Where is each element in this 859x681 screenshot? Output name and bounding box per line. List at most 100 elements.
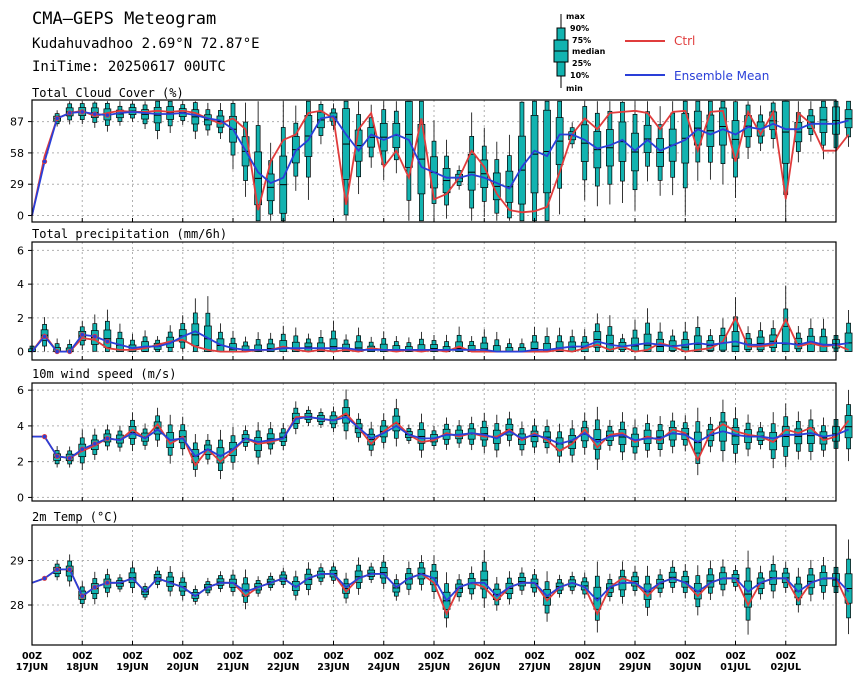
- x-tick-label-time: 00Z: [625, 651, 645, 662]
- x-tick-label-time: 00Z: [273, 651, 293, 662]
- y-tick-label: 29: [10, 555, 24, 568]
- mean-point: [92, 333, 98, 339]
- ensemble-box: [430, 335, 438, 352]
- legend-max-label: max: [566, 12, 586, 21]
- ensemble-box: [480, 412, 489, 454]
- box-inner: [781, 326, 790, 352]
- ensemble-box: [656, 416, 664, 457]
- ensemble-box: [505, 338, 514, 352]
- ensemble-box: [744, 101, 752, 159]
- y-tick-label: 2: [17, 456, 24, 469]
- ensemble-box: [178, 315, 187, 352]
- box-inner: [555, 341, 564, 352]
- legend-p75-label: 75%: [572, 36, 591, 45]
- box-inner: [317, 342, 325, 352]
- ensemble-box: [530, 418, 539, 453]
- ensemble-box: [555, 100, 564, 215]
- ensemble-box: [405, 100, 413, 221]
- legend-median-label: median: [572, 47, 606, 56]
- panel-title-cloud: Total Cloud Cover (%): [32, 86, 184, 100]
- x-tick-label-date: 25JUN: [418, 662, 450, 673]
- x-tick-label-date: 17JUN: [16, 662, 48, 673]
- ensemble-box: [279, 101, 288, 222]
- mean-point: [79, 446, 85, 452]
- ensemble-box: [844, 310, 853, 352]
- mean-point: [79, 332, 85, 338]
- mean-point: [54, 115, 60, 121]
- y-tick-label: 58: [10, 147, 24, 160]
- legend-p25-label: 25%: [572, 59, 591, 68]
- ensemble-box: [354, 327, 363, 352]
- y-tick-label: 0: [17, 491, 24, 504]
- x-tick-label-date: 22JUN: [267, 662, 299, 673]
- legend: max 90% 75% median 25% 10% min Ctrl Ense…: [553, 12, 769, 93]
- ensemble-box: [128, 561, 137, 594]
- x-axis: 00Z17JUN00Z18JUN00Z19JUN00Z20JUN00Z21JUN…: [16, 651, 801, 673]
- ensemble-box: [480, 329, 489, 352]
- ensemble-box: [706, 100, 715, 180]
- ensemble-box: [467, 112, 476, 221]
- mean-point: [79, 109, 85, 115]
- ensemble-box: [807, 318, 815, 352]
- ensemble-box: [631, 565, 639, 596]
- x-tick-label-time: 00Z: [575, 651, 595, 662]
- ensemble-box: [266, 421, 275, 455]
- ensemble-box: [769, 320, 778, 352]
- box-inner: [254, 344, 262, 352]
- ctrl-line: [31, 109, 850, 216]
- ensemble-box: [543, 419, 551, 454]
- x-tick-label-time: 00Z: [524, 651, 544, 662]
- chart-title: CMA–GEPS Meteogram: [32, 9, 216, 29]
- box-inner: [291, 341, 300, 352]
- ensemble-box: [216, 571, 225, 593]
- box-inner: [844, 332, 853, 352]
- ensemble-box: [769, 555, 778, 599]
- ensemble-mean-line: [31, 110, 849, 216]
- ensemble-box: [153, 100, 162, 140]
- box-inner: [329, 338, 338, 352]
- x-tick-label-time: 00Z: [122, 651, 142, 662]
- ensemble-box: [329, 320, 338, 352]
- ensemble-box: [216, 323, 225, 352]
- ensemble-box: [656, 322, 664, 352]
- x-tick-label-time: 00Z: [776, 651, 796, 662]
- mean-point: [104, 112, 110, 118]
- ensemble-box: [518, 101, 526, 222]
- ensemble-box: [618, 333, 627, 352]
- ensemble-box: [103, 309, 112, 352]
- x-tick-label-time: 00Z: [223, 651, 243, 662]
- y-tick-label: 4: [17, 278, 24, 291]
- ensemble-mean-line: [31, 568, 850, 603]
- ensemble-box: [606, 315, 614, 352]
- panel-cloud: 0 29 58 87: [10, 99, 853, 223]
- ensemble-box: [543, 327, 551, 352]
- ensemble-box: [807, 559, 815, 602]
- location-label: Kudahuvadhoo 2.69°N 72.87°E: [32, 36, 260, 52]
- ensemble-box: [631, 101, 639, 211]
- x-tick-label-time: 00Z: [323, 651, 343, 662]
- x-tick-label-date: 02JUL: [770, 662, 801, 673]
- legend-mean-label: Ensemble Mean: [674, 69, 769, 83]
- ensemble-box: [116, 323, 124, 352]
- ensemble-box: [618, 101, 627, 203]
- ensemble-box: [693, 100, 702, 181]
- box-inner: [266, 343, 275, 352]
- x-tick-label-date: 29JUN: [619, 662, 651, 673]
- ensemble-box: [442, 139, 451, 219]
- panel-title-wind: 10m wind speed (m/s): [32, 367, 177, 381]
- ensemble-box: [166, 100, 175, 133]
- ensemble-box: [417, 331, 426, 352]
- legend-min-label: min: [566, 84, 583, 93]
- x-tick-label-time: 00Z: [72, 651, 92, 662]
- panel-precip: 0 2 4 6: [17, 241, 853, 361]
- ensemble-box: [492, 331, 501, 353]
- ensemble-box: [844, 389, 853, 462]
- legend-p90-label: 90%: [570, 24, 589, 33]
- mean-point: [54, 453, 60, 459]
- ensemble-box: [480, 550, 489, 608]
- ensemble-box: [141, 101, 149, 129]
- x-tick-label-date: 30JUN: [669, 662, 701, 673]
- ensemble-box: [492, 141, 501, 221]
- ensemble-box: [807, 409, 815, 461]
- x-tick-label-time: 00Z: [474, 651, 494, 662]
